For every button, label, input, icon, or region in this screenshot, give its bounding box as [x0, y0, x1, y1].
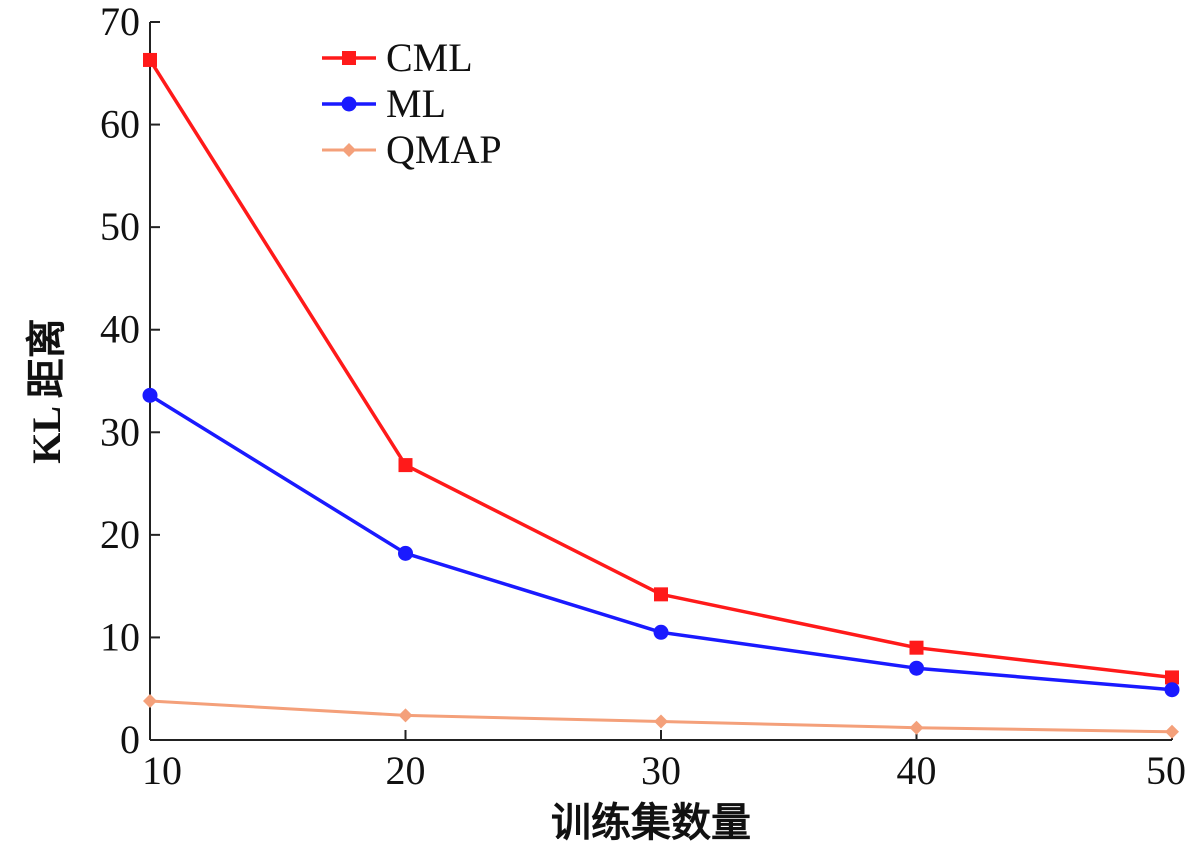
y-axis-title: KL 距离	[24, 318, 69, 464]
y-tick-label: 30	[100, 409, 140, 454]
x-tick-label: 40	[897, 748, 937, 793]
legend-marker	[341, 96, 357, 112]
x-axis-title: 训练集数量	[551, 800, 751, 845]
legend-marker	[342, 51, 356, 65]
series-ml	[142, 387, 1180, 698]
series-qmap	[143, 694, 1179, 739]
data-point	[653, 624, 669, 640]
y-tick-label: 0	[120, 717, 140, 762]
data-point	[1165, 724, 1179, 739]
data-point	[142, 387, 158, 403]
data-point	[909, 660, 924, 676]
legend-label: ML	[386, 81, 446, 126]
legend-label: CML	[386, 35, 473, 80]
legend-item: QMAP	[322, 127, 502, 172]
y-tick-label: 10	[100, 614, 140, 659]
series-cml	[143, 52, 1179, 685]
y-ticks: 0 10 20 30 40 50 60 70	[100, 0, 160, 762]
data-point	[398, 708, 413, 723]
y-tick-label: 60	[100, 102, 140, 147]
x-ticks: 10 20 30 40 50	[142, 730, 1186, 793]
data-point	[143, 52, 157, 67]
x-tick-label: 50	[1146, 748, 1186, 793]
data-point	[398, 545, 413, 561]
data-point	[398, 458, 413, 473]
data-point	[1165, 670, 1179, 685]
legend-item: ML	[322, 81, 446, 126]
y-tick-label: 50	[100, 204, 140, 249]
y-tick-label: 70	[100, 0, 140, 44]
series-line	[149, 393, 1173, 692]
data-point	[654, 714, 668, 729]
x-tick-label: 20	[386, 748, 426, 793]
legend-marker	[342, 143, 356, 157]
series-line	[148, 59, 1173, 680]
data-point	[654, 587, 668, 602]
x-tick-label: 30	[641, 748, 681, 793]
series-layer	[142, 52, 1180, 739]
y-tick-label: 20	[100, 512, 140, 557]
data-point	[909, 720, 924, 735]
x-tick-label: 10	[142, 748, 182, 793]
legend-item: CML	[322, 35, 473, 80]
data-point	[143, 694, 157, 709]
legend-label: QMAP	[386, 127, 502, 172]
data-point	[1164, 682, 1180, 698]
y-tick-label: 40	[100, 307, 140, 352]
data-point	[909, 640, 924, 655]
